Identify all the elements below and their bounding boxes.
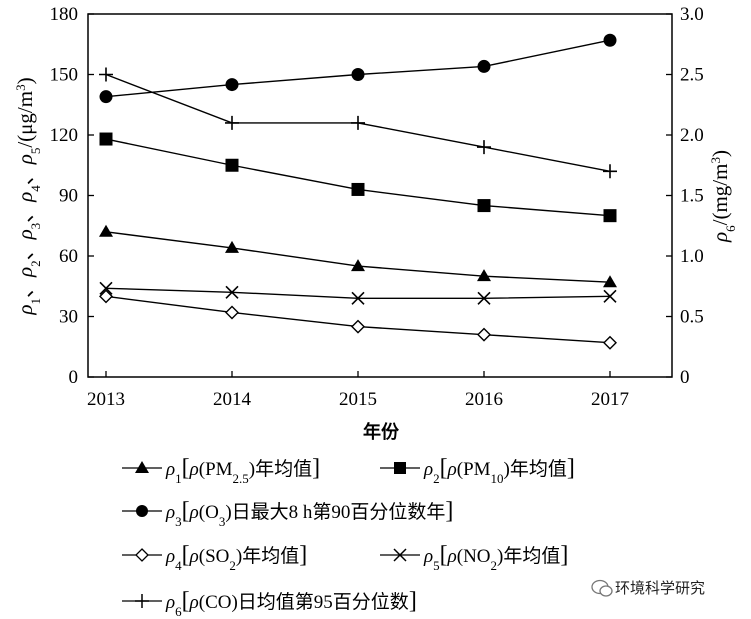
x-tick-label: 2014 bbox=[213, 389, 252, 410]
triangle-point bbox=[99, 224, 113, 237]
legend-label-rho1: ρ1[ρ(PM2.5)年均值] bbox=[165, 455, 320, 486]
x-tick-label: 2016 bbox=[465, 389, 503, 410]
series-line bbox=[105, 287, 611, 300]
triangle-point bbox=[225, 240, 239, 253]
legend-label-rho5: ρ5[ρ(NO2)年均值] bbox=[423, 542, 568, 573]
left-y-axis-title-text: ρ1、ρ2、ρ3、ρ4、ρ5/(μg/m3) bbox=[13, 77, 43, 315]
diamond-marker bbox=[135, 548, 149, 562]
right-y-axis-title: ρ6/(mg/m3) bbox=[708, 150, 738, 243]
square-point bbox=[99, 132, 113, 146]
plus-point bbox=[225, 115, 239, 130]
x-point bbox=[99, 281, 113, 295]
right-y-ticks: 0 0.5 1.0 1.5 2.0 2.5 3.0 bbox=[666, 4, 704, 388]
x-marker bbox=[393, 548, 407, 562]
left-y-axis-title: ρ1、ρ2、ρ3、ρ4、ρ5/(μg/m3) bbox=[13, 77, 43, 315]
square-marker bbox=[394, 462, 406, 474]
legend: ρ1[ρ(PM2.5)年均值] ρ2[ρ(PM10)年均值] ρ3[ρ(O3)日… bbox=[122, 455, 575, 619]
triangle-point bbox=[477, 269, 491, 282]
circle-point bbox=[225, 78, 239, 92]
circle-marker bbox=[136, 505, 148, 517]
series-x bbox=[99, 281, 617, 305]
legend-item-rho1: ρ1[ρ(PM2.5)年均值] bbox=[122, 455, 320, 486]
left-tick-label: 180 bbox=[50, 4, 79, 25]
plus-point bbox=[99, 67, 113, 82]
diamond-point bbox=[225, 305, 239, 320]
left-tick-label: 60 bbox=[59, 246, 78, 267]
circle-point bbox=[351, 68, 365, 81]
series-diamond bbox=[99, 289, 617, 350]
legend-label-rho6: ρ6[ρ(CO)日均值第95百分位数] bbox=[165, 588, 417, 619]
plus-point bbox=[477, 140, 491, 155]
legend-item-rho5: ρ5[ρ(NO2)年均值] bbox=[380, 542, 568, 573]
square-point bbox=[603, 209, 617, 223]
x-point bbox=[225, 285, 239, 299]
right-tick-label: 1.5 bbox=[680, 186, 704, 207]
x-tick-label: 2015 bbox=[339, 389, 377, 410]
plus-point bbox=[603, 164, 617, 179]
left-tick-label: 90 bbox=[59, 186, 78, 207]
left-tick-label: 150 bbox=[50, 65, 79, 86]
x-point bbox=[477, 291, 491, 305]
legend-item-rho2: ρ2[ρ(PM10)年均值] bbox=[380, 455, 575, 486]
right-tick-label: 1.0 bbox=[680, 246, 704, 267]
triangle-point bbox=[603, 275, 617, 288]
watermark: 环境科学研究 bbox=[591, 579, 705, 597]
left-y-ticks: 0 30 60 90 120 150 180 bbox=[50, 4, 94, 388]
watermark-text: 环境科学研究 bbox=[615, 579, 705, 597]
square-point bbox=[225, 158, 239, 172]
circle-point bbox=[477, 59, 491, 73]
left-tick-label: 30 bbox=[59, 307, 78, 328]
x-axis-title: 年份 bbox=[363, 421, 400, 443]
square-point bbox=[351, 182, 365, 196]
legend-item-rho3: ρ3[ρ(O3)日最大8 h第90百分位数年] bbox=[122, 498, 453, 529]
plot-frame bbox=[87, 13, 673, 378]
legend-item-rho6: ρ6[ρ(CO)日均值第95百分位数] bbox=[122, 588, 417, 619]
diamond-point bbox=[477, 327, 491, 342]
x-point bbox=[603, 289, 617, 303]
legend-label-rho4: ρ4[ρ(SO2)年均值] bbox=[165, 542, 307, 573]
series-line bbox=[105, 231, 611, 283]
x-tick-label: 2017 bbox=[591, 389, 629, 410]
right-tick-label: 3.0 bbox=[680, 4, 704, 25]
right-y-axis-title-text: ρ6/(mg/m3) bbox=[708, 150, 738, 243]
right-tick-label: 0.5 bbox=[680, 307, 704, 328]
legend-label-rho3: ρ3[ρ(O3)日最大8 h第90百分位数年] bbox=[165, 498, 453, 529]
left-tick-label: 0 bbox=[69, 367, 79, 388]
series-plus bbox=[99, 67, 617, 179]
x-ticks: 2013 2014 2015 2016 2017 bbox=[87, 371, 629, 410]
series-line bbox=[105, 138, 611, 217]
left-tick-label: 120 bbox=[50, 125, 79, 146]
right-tick-label: 0 bbox=[680, 367, 690, 388]
diamond-point bbox=[603, 335, 617, 350]
plus-point bbox=[351, 115, 365, 130]
legend-label-rho2: ρ2[ρ(PM10)年均值] bbox=[423, 455, 575, 486]
series-triangle bbox=[99, 224, 617, 288]
wechat-icon bbox=[591, 579, 613, 597]
series-line bbox=[105, 295, 611, 344]
triangle-marker bbox=[135, 461, 149, 473]
series-square bbox=[99, 132, 617, 223]
series-layer bbox=[99, 33, 617, 350]
x-tick-label: 2013 bbox=[87, 389, 125, 410]
triangle-point bbox=[351, 259, 365, 272]
legend-item-rho4: ρ4[ρ(SO2)年均值] bbox=[122, 542, 307, 573]
plus-marker bbox=[135, 594, 149, 608]
right-tick-label: 2.0 bbox=[680, 125, 704, 146]
series-circle bbox=[99, 33, 617, 104]
circle-point bbox=[99, 90, 113, 104]
circle-point bbox=[603, 33, 617, 47]
diamond-point bbox=[351, 319, 365, 334]
right-tick-label: 2.5 bbox=[680, 65, 704, 86]
square-point bbox=[477, 199, 491, 213]
diamond-point bbox=[99, 289, 113, 304]
x-point bbox=[351, 291, 365, 305]
